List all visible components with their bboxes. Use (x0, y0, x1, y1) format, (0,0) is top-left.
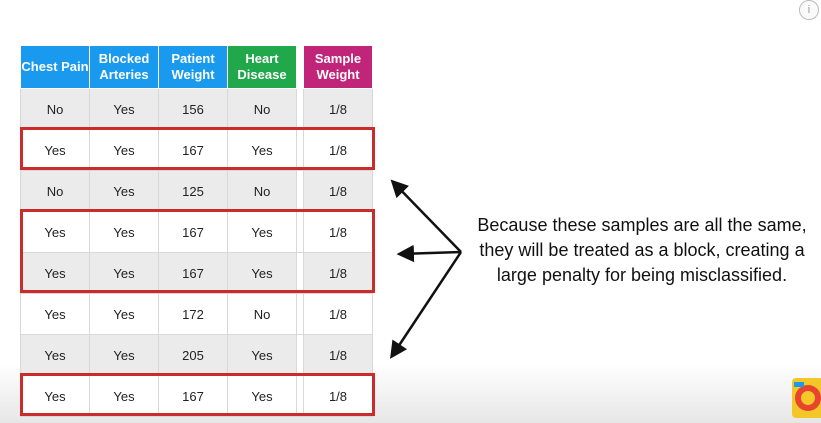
table-row: No Yes 156 No 1/8 (20, 88, 373, 130)
cell-heart-disease: No (227, 88, 297, 130)
cell-blocked-arteries: Yes (89, 88, 159, 130)
info-icon[interactable]: i (799, 0, 819, 20)
arrow-to-row-2 (390, 179, 462, 253)
cell-heart-disease: Yes (227, 211, 297, 253)
header-sample-weight: Sample Weight (303, 45, 373, 89)
table-row: Yes Yes 167 Yes 1/8 (20, 211, 373, 253)
cell-patient-weight: 167 (158, 129, 228, 171)
cell-blocked-arteries: Yes (89, 375, 159, 417)
cell-blocked-arteries: Yes (89, 293, 159, 335)
cell-chest-pain: Yes (20, 375, 90, 417)
cell-blocked-arteries: Yes (89, 170, 159, 212)
channel-logo-icon (792, 378, 821, 418)
header-blocked-arteries: Blocked Arteries (89, 45, 159, 89)
cell-patient-weight: 172 (158, 293, 228, 335)
table-row: Yes Yes 167 Yes 1/8 (20, 375, 373, 417)
cell-sample-weight: 1/8 (303, 293, 373, 335)
arrow-to-row-8 (390, 251, 463, 359)
cell-chest-pain: No (20, 170, 90, 212)
cell-chest-pain: Yes (20, 129, 90, 171)
cell-chest-pain: No (20, 88, 90, 130)
cell-sample-weight: 1/8 (303, 88, 373, 130)
cell-heart-disease: Yes (227, 375, 297, 417)
table-row: No Yes 125 No 1/8 (20, 170, 373, 212)
cell-sample-weight: 1/8 (303, 211, 373, 253)
sample-weight-table: Chest Pain Blocked Arteries Patient Weig… (20, 45, 373, 417)
cell-patient-weight: 167 (158, 375, 228, 417)
cell-sample-weight: 1/8 (303, 252, 373, 294)
table-row: Yes Yes 205 Yes 1/8 (20, 334, 373, 376)
annotation-text: Because these samples are all the same, … (477, 215, 807, 285)
cell-patient-weight: 167 (158, 211, 228, 253)
cell-heart-disease: No (227, 293, 297, 335)
highlight-box-row-8 (20, 373, 375, 416)
header-heart-disease: Heart Disease (227, 45, 297, 89)
cell-chest-pain: Yes (20, 293, 90, 335)
cell-heart-disease: Yes (227, 252, 297, 294)
cell-patient-weight: 205 (158, 334, 228, 376)
cell-heart-disease: No (227, 170, 297, 212)
header-patient-weight: Patient Weight (158, 45, 228, 89)
table-row: Yes Yes 167 Yes 1/8 (20, 252, 373, 294)
arrow-to-rows-4-5 (396, 244, 462, 263)
cell-chest-pain: Yes (20, 252, 90, 294)
cell-patient-weight: 156 (158, 88, 228, 130)
cell-heart-disease: Yes (227, 334, 297, 376)
table-header-row: Chest Pain Blocked Arteries Patient Weig… (20, 45, 373, 89)
table-row: Yes Yes 172 No 1/8 (20, 293, 373, 335)
highlight-box-rows-4-5 (20, 209, 375, 293)
highlight-box-row-2 (20, 127, 375, 170)
